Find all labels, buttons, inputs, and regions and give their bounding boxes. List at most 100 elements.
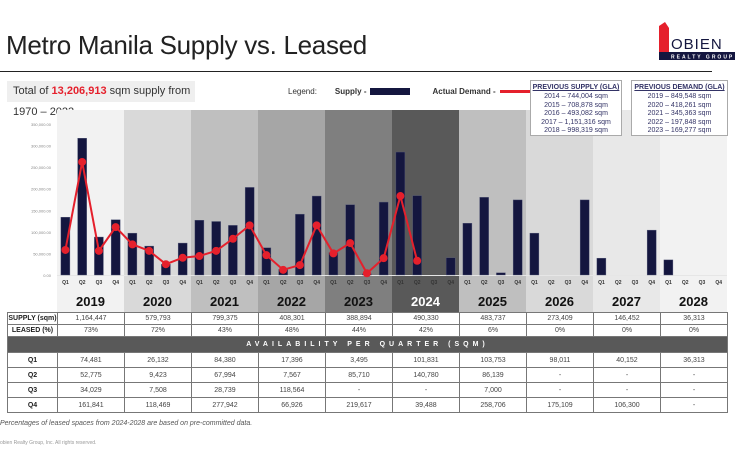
demand-point <box>94 246 103 255</box>
footnote: Percentages of leased spaces from 2024-2… <box>0 420 253 427</box>
demand-point <box>161 260 170 269</box>
demand-swatch <box>499 90 538 93</box>
table-cell: 52,775 <box>57 367 125 383</box>
table-cell: 408,301 <box>258 312 326 325</box>
table-cell: 1,164,447 <box>57 312 125 325</box>
table-cell: - <box>660 382 728 398</box>
y-tick-label: 100,000.00 <box>31 230 52 235</box>
demand-point <box>78 157 87 166</box>
table-cell: 0% <box>593 324 661 337</box>
quarter-label: Q1 <box>665 280 672 286</box>
quarter-label: Q1 <box>263 280 270 286</box>
quarter-label: Q3 <box>96 280 103 286</box>
year-band <box>593 110 660 312</box>
table-cell: 106,300 <box>593 397 661 413</box>
demand-point <box>295 261 304 270</box>
total-supply-summary: Total of 13,206,913 sqm supply from 1970… <box>7 81 195 118</box>
svg-text:OBIEN: OBIEN <box>671 36 723 53</box>
table-cell: 277,942 <box>191 397 259 413</box>
copyright: obien Realty Group, Inc. All rights rese… <box>0 440 97 446</box>
table-cell: 34,029 <box>57 382 125 398</box>
supply-bar <box>496 272 506 276</box>
table-cell: 483,737 <box>459 312 527 325</box>
supply-bar <box>144 245 154 276</box>
table-cell: - <box>593 382 661 398</box>
table-cell: 36,313 <box>660 312 728 325</box>
supply-bar <box>479 197 489 276</box>
table-cell: 579,793 <box>124 312 192 325</box>
year-label: 2021 <box>210 294 239 309</box>
year-band <box>660 110 727 312</box>
supply-bar <box>378 201 389 276</box>
quarter-label: Q4 <box>313 280 320 286</box>
supply-bar <box>596 257 607 276</box>
quarter-label: Q1 <box>62 280 69 286</box>
year-label: 2022 <box>277 294 306 309</box>
supply-bar <box>194 220 205 276</box>
quarter-label: Q2 <box>548 280 555 286</box>
quarter-label: Q3 <box>163 280 170 286</box>
table-cell: 7,000 <box>459 382 527 398</box>
table-cell: - <box>325 382 393 398</box>
quarter-label: Q2 <box>414 280 421 286</box>
table-cell: 146,452 <box>593 312 661 325</box>
table-cell: 103,753 <box>459 352 527 368</box>
year-label: 2020 <box>143 294 172 309</box>
year-label: 2019 <box>76 294 105 309</box>
year-label: 2024 <box>411 294 441 309</box>
table-cell: 84,380 <box>191 352 259 368</box>
demand-point <box>312 221 321 230</box>
supply-bar <box>77 138 87 276</box>
quarter-label: Q1 <box>464 280 471 286</box>
supply-bar <box>244 187 255 276</box>
table-cell: 36,313 <box>660 352 728 368</box>
page-title: Metro Manila Supply vs. Leased <box>6 30 367 60</box>
quarter-label: Q1 <box>129 280 136 286</box>
supply-bar <box>127 232 138 276</box>
table-cell: 39,488 <box>392 397 460 413</box>
table-cell: 73% <box>57 324 125 337</box>
supply-bar <box>395 151 406 276</box>
table-cell: 161,841 <box>57 397 125 413</box>
table-cell: 40,152 <box>593 352 661 368</box>
demand-point <box>212 246 221 255</box>
quarter-label: Q3 <box>230 280 237 286</box>
quarter-label: Q3 <box>431 280 438 286</box>
quarter-label: Q4 <box>179 280 186 286</box>
quarter-label: Q3 <box>498 280 505 286</box>
table-cell: 28,739 <box>191 382 259 398</box>
quarter-label: Q2 <box>615 280 622 286</box>
table-cell: 101,831 <box>392 352 460 368</box>
quarter-label: Q4 <box>246 280 253 286</box>
demand-point <box>61 245 70 254</box>
quarter-label: Q3 <box>699 280 706 286</box>
quarter-label: Q1 <box>598 280 605 286</box>
table-cell: 140,780 <box>392 367 460 383</box>
quarter-label: Q4 <box>112 280 119 286</box>
quarter-label: Q1 <box>196 280 203 286</box>
demand-point <box>245 221 254 230</box>
demand-point <box>145 246 154 255</box>
supply-demand-chart: 2019 2020 2021 2022 2023 2024 2025 2026 2027 2028… <box>31 110 727 312</box>
table-cell: 74,481 <box>57 352 125 368</box>
supply-swatch <box>370 88 411 95</box>
demand-point <box>128 240 137 249</box>
svg-text:REALTY GROUP: REALTY GROUP <box>671 55 734 61</box>
table-cell: - <box>392 382 460 398</box>
supply-table: SUPPLY (sqm) 1,164,447 579,793 799,375 408,3… <box>7 312 728 413</box>
table-cell: 72% <box>124 324 192 337</box>
table-cell: 67,994 <box>191 367 259 383</box>
year-band <box>124 110 191 312</box>
supply-bar <box>579 199 590 276</box>
demand-point <box>362 269 371 278</box>
table-cell: 44% <box>325 324 393 337</box>
quarter-label: Q4 <box>447 280 454 286</box>
table-cell: 7,508 <box>124 382 192 398</box>
quarter-label: Q2 <box>146 280 153 286</box>
quarter-label: Q2 <box>347 280 354 286</box>
quarter-label: Q2 <box>682 280 689 286</box>
demand-point <box>262 251 271 260</box>
quarter-label: Q2 <box>213 280 220 286</box>
year-label: 2025 <box>478 294 507 309</box>
previous-supply-box: PREVIOUS SUPPLY (GLA) 2014 – 744,004 sqm… <box>530 80 622 136</box>
